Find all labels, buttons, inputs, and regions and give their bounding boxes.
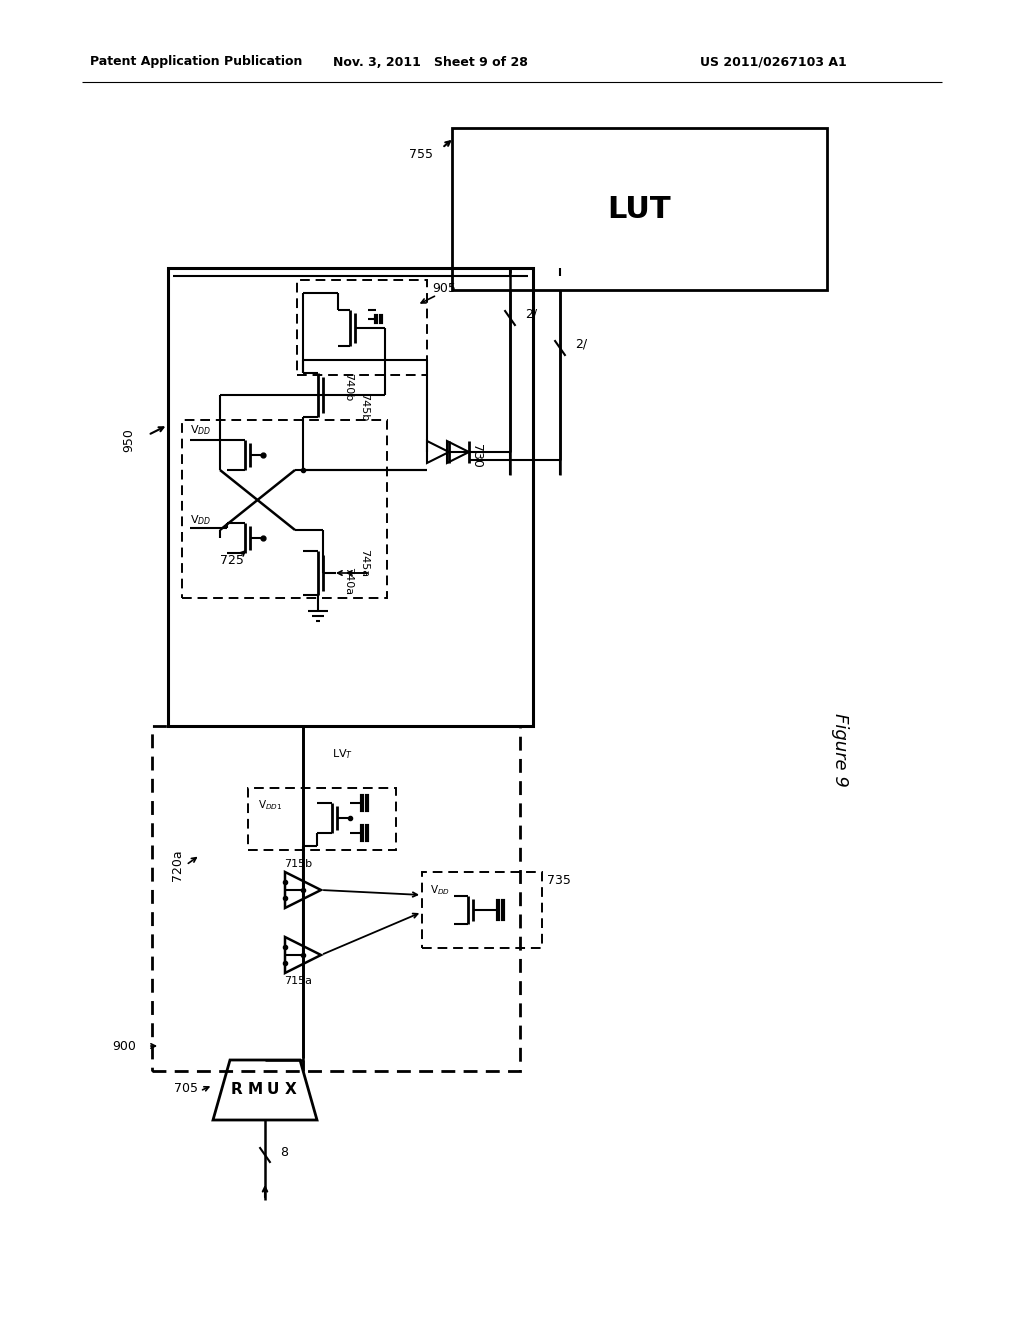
Text: Nov. 3, 2011   Sheet 9 of 28: Nov. 3, 2011 Sheet 9 of 28 <box>333 55 527 69</box>
Text: V$_{DD}$: V$_{DD}$ <box>190 424 211 437</box>
Bar <box>182 420 387 598</box>
Text: 730: 730 <box>469 444 482 467</box>
Text: 745a: 745a <box>359 549 369 577</box>
Text: 720a: 720a <box>171 849 184 880</box>
Text: M: M <box>248 1082 262 1097</box>
Text: 905: 905 <box>432 281 456 294</box>
Text: 2/: 2/ <box>575 338 587 351</box>
Text: 725: 725 <box>220 553 244 566</box>
Text: Figure 9: Figure 9 <box>831 713 849 787</box>
Text: 950: 950 <box>122 428 135 451</box>
Bar <box>297 280 427 375</box>
Bar <box>248 788 396 850</box>
Bar <box>422 873 542 948</box>
Text: 745b: 745b <box>359 393 369 421</box>
Text: 715b: 715b <box>284 859 312 869</box>
Text: V$_{DD}$: V$_{DD}$ <box>190 513 211 527</box>
Bar <box>168 268 534 726</box>
Text: R: R <box>231 1082 243 1097</box>
Text: X: X <box>285 1082 297 1097</box>
Text: 740b: 740b <box>343 372 353 401</box>
Bar <box>152 726 520 1071</box>
Text: 2/: 2/ <box>525 308 538 321</box>
Text: V$_{DD1}$: V$_{DD1}$ <box>258 799 283 812</box>
Bar <box>452 128 827 290</box>
Text: U: U <box>267 1082 280 1097</box>
Text: 8: 8 <box>280 1146 288 1159</box>
Text: V$_{DD}$: V$_{DD}$ <box>430 883 450 896</box>
Text: 900: 900 <box>112 1040 136 1052</box>
Text: LV$_T$: LV$_T$ <box>332 747 353 760</box>
Text: 740a: 740a <box>343 566 353 595</box>
Text: US 2011/0267103 A1: US 2011/0267103 A1 <box>700 55 847 69</box>
Text: 755: 755 <box>409 148 433 161</box>
Text: 705: 705 <box>174 1081 198 1094</box>
Text: 735: 735 <box>547 874 570 887</box>
Text: LUT: LUT <box>607 194 672 223</box>
Text: Patent Application Publication: Patent Application Publication <box>90 55 302 69</box>
Text: 715a: 715a <box>284 975 312 986</box>
